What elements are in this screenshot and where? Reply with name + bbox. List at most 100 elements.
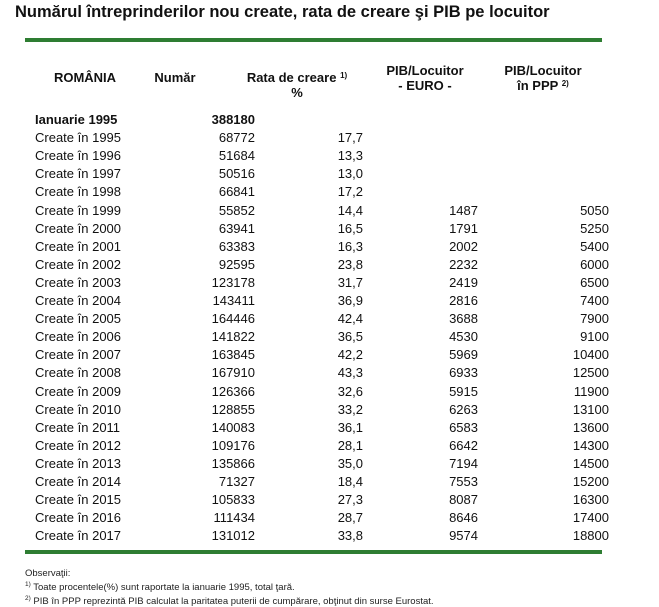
row-pib-ppp: 10400: [572, 347, 609, 363]
header-romania-label: ROMÂNIA: [53, 70, 117, 85]
row-pib-eur: 6583: [449, 419, 478, 435]
row-pib-ppp: 17400: [572, 510, 609, 526]
table-row: Create în 2011 140083 36,1 6583 13600: [0, 419, 659, 437]
row-label: Create în 2012: [35, 437, 122, 453]
row-rata: 13,3: [337, 148, 363, 164]
header-pib-ppp-line1: PIB/Locuitor: [504, 63, 582, 78]
row-pib-eur: 6642: [449, 437, 478, 453]
row-numar: 135866: [211, 455, 255, 471]
row-pib-eur: 6933: [449, 365, 478, 381]
row-label: Create în 2005: [35, 311, 122, 327]
row-label: Create în 1996: [35, 148, 122, 164]
header-rata-line2: %: [291, 85, 303, 100]
row-numar: 128855: [211, 401, 255, 417]
row-label: Create în 1997: [35, 166, 122, 182]
row-numar: 111434: [213, 510, 255, 526]
row-numar: 92595: [218, 256, 255, 272]
table-row: Create în 2000 63941 16,5 1791 5250: [0, 220, 659, 238]
footnote-1-text: Toate procentele(%) sunt raportate la ia…: [30, 582, 295, 594]
row-pib-eur: 2816: [449, 293, 478, 308]
row-numar: 68772: [218, 130, 255, 146]
row-pib-ppp: 7900: [580, 311, 609, 327]
row-label: Create în 2014: [35, 474, 122, 489]
header-pib-eur-line1: PIB/Locuitor: [386, 63, 464, 78]
header-rata-line1: Rata de creare: [246, 70, 337, 85]
row-rata: 32,6: [337, 383, 363, 399]
row-rata: 28,1: [337, 437, 363, 453]
table-row: Create în 1999 55852 14,4 1487 5050: [0, 202, 659, 220]
row-pib-ppp: 12500: [572, 365, 609, 381]
row-numar: 123178: [211, 274, 255, 290]
row-numar: 66841: [218, 184, 255, 200]
row-pib-ppp: 16300: [572, 492, 609, 508]
row-rata: 33,8: [337, 528, 363, 544]
row-rata: 13,0: [337, 166, 363, 182]
table-row: Create în 2012 109176 28,1 6642 14300: [0, 437, 659, 455]
row-numar: 388180: [211, 112, 255, 127]
row-rata: 31,7: [337, 274, 363, 290]
row-label: Create în 2011: [35, 419, 121, 435]
row-pib-ppp: 14300: [572, 437, 609, 453]
row-pib-ppp: 15200: [572, 474, 609, 489]
footnote-1: 1) Toate procentele(%) sunt raportate la…: [25, 579, 434, 593]
row-pib-eur: 7553: [449, 474, 478, 489]
row-label: Create în 2007: [35, 347, 122, 363]
header-rata: Rata de creare 1) %: [232, 70, 362, 100]
row-numar: 163845: [211, 347, 255, 363]
footnote-1-marker: 1): [25, 581, 31, 588]
footnote-2-marker: 2): [25, 595, 31, 603]
row-rata: 14,4: [337, 202, 363, 218]
row-rata: 27,3: [337, 492, 363, 508]
row-rata: 17,2: [337, 184, 363, 200]
row-numar: 164446: [211, 311, 255, 327]
table-row: Create în 2003 123178 31,7 2419 6500: [0, 274, 659, 292]
bottom-divider: [25, 550, 602, 554]
row-numar: 143411: [212, 293, 255, 308]
row-pib-ppp: 13600: [572, 419, 609, 435]
row-label: Create în 2015: [35, 492, 122, 508]
row-label: Create în 2004: [35, 293, 122, 308]
footnote-2-text: PIB în PPP reprezintă PIB calculat la pa…: [30, 596, 434, 607]
row-rata: 23,8: [337, 256, 363, 272]
row-rata: 42,4: [337, 311, 363, 327]
row-label: Create în 2002: [35, 256, 122, 272]
row-numar: 63941: [218, 220, 255, 236]
row-pib-ppp: 18800: [572, 528, 609, 544]
row-numar: 105833: [211, 492, 255, 508]
table-row: Ianuarie 1995 388180: [0, 111, 659, 129]
header-pib-eur-line2: - EURO -: [398, 78, 452, 93]
header-pib-eur: PIB/Locuitor - EURO -: [370, 63, 480, 93]
table-row: Create în 2015 105833 27,3 8087 16300: [0, 491, 659, 509]
row-pib-eur: 7194: [449, 455, 478, 471]
header-pib-ppp: PIB/Locuitor în PPP 2): [488, 63, 598, 93]
row-pib-eur: 6263: [449, 401, 478, 417]
table-row: Create în 2004 143411 36,9 2816 7400: [0, 292, 659, 310]
row-pib-ppp: 7400: [580, 293, 609, 308]
row-numar: 50516: [218, 166, 255, 182]
table-row: Create în 2010 128855 33,2 6263 13100: [0, 401, 659, 419]
row-numar: 141822: [211, 329, 255, 345]
row-pib-eur: 1791: [449, 220, 478, 236]
header-pib-ppp-footnote: 2): [561, 79, 569, 88]
row-numar: 55852: [218, 202, 255, 218]
row-label: Create în 2006: [35, 329, 122, 345]
table-row: Create în 2006 141822 36,5 4530 9100: [0, 328, 659, 346]
row-numar: 71327: [218, 474, 255, 489]
row-label: Create în 2013: [35, 455, 122, 471]
row-numar: 131012: [211, 528, 255, 544]
row-numar: 51684: [218, 148, 255, 164]
row-pib-ppp: 5050: [580, 202, 609, 218]
row-pib-eur: 2002: [449, 238, 478, 254]
row-label: Create în 2010: [35, 401, 122, 417]
row-rata: 36,1: [337, 419, 363, 435]
top-divider: [25, 38, 602, 42]
row-pib-eur: 4530: [449, 329, 478, 345]
table-row: Create în 2005 164446 42,4 3688 7900: [0, 310, 659, 328]
row-numar: 63383: [218, 238, 255, 254]
row-label: Create în 2016: [35, 510, 122, 526]
header-pib-ppp-line2: în PPP: [517, 78, 559, 93]
row-rata: 18,4: [337, 474, 363, 489]
header-numar-label: Număr: [154, 70, 196, 85]
row-pib-ppp: 11900: [573, 383, 609, 399]
row-label: Create în 1998: [35, 184, 122, 200]
